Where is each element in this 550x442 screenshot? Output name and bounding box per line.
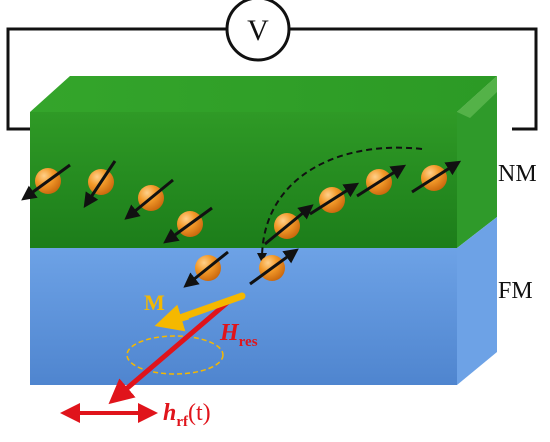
voltmeter-circle [225, 0, 291, 62]
spin-arrow [356, 164, 407, 198]
fm-front-face [30, 248, 457, 385]
spin-arrow [183, 250, 229, 288]
h-res-label-main: H [219, 320, 240, 346]
h-rf-label-main: h [163, 400, 176, 426]
h-rf-label-sub: rf [176, 414, 189, 430]
h-res-arrow [108, 300, 230, 405]
h-rf-label: hrf(t) [163, 400, 211, 430]
spin-arrow [249, 248, 299, 286]
spin-arrow [124, 178, 174, 220]
circuit-wire [6, 27, 538, 131]
nm-label: NM [498, 161, 537, 187]
h-res-label: Hres [219, 320, 258, 350]
nm-side-highlight [457, 76, 497, 118]
spin-arrow [264, 204, 314, 246]
spin-arrow [411, 160, 462, 194]
magnetization-arrow [154, 304, 190, 332]
fm-label: FM [498, 278, 533, 304]
h-rf-label-suffix: (t) [188, 400, 211, 426]
voltmeter: V [225, 0, 291, 62]
spin-arrow [309, 182, 360, 216]
spin-current-path [257, 146, 423, 263]
fm-layer [30, 217, 497, 385]
spin-arrow [21, 163, 71, 201]
fm-side-face [457, 217, 497, 385]
nm-side-face [457, 76, 497, 248]
magnetization-label: M [144, 290, 165, 315]
precession-ellipse [126, 335, 224, 375]
nm-top-face [30, 76, 497, 112]
spin-arrow [83, 160, 117, 208]
electron-group [21, 160, 462, 288]
spin-arrow [163, 206, 213, 244]
voltmeter-label: V [247, 14, 269, 47]
h-res-label-sub: res [239, 334, 258, 350]
nm-layer [30, 76, 497, 248]
